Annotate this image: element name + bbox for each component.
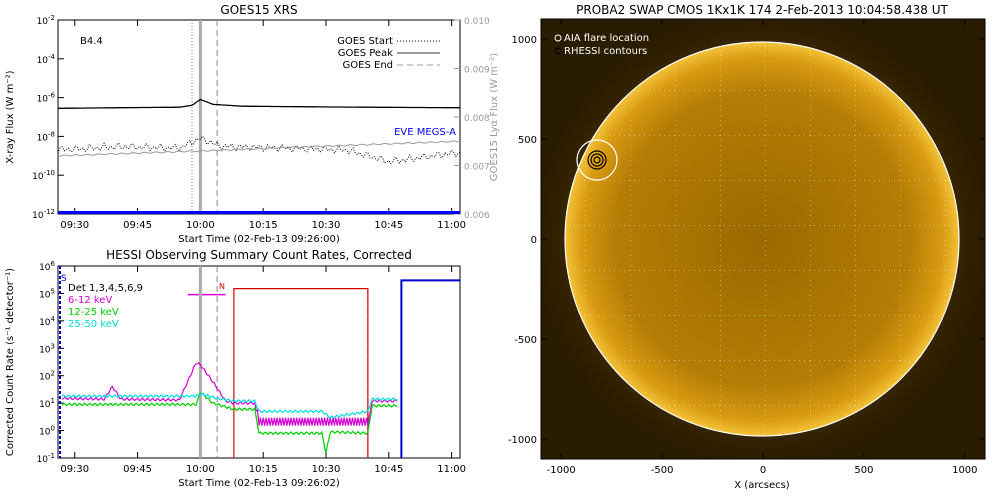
sun-y-tick-label: 500	[518, 135, 537, 146]
sun-title: PROBA2 SWAP CMOS 1Kx1K 174 2-Feb-2013 10…	[576, 3, 948, 17]
legend-6-12: 6-12 keV	[68, 295, 112, 306]
sun-legend: AIA flare location RHESSI contours	[554, 33, 649, 57]
goes-long-series	[58, 98, 460, 109]
goes-y-tick-label: 10-2	[37, 14, 55, 27]
hessi-x-tick-label: 10:45	[374, 464, 403, 475]
legend-goes-end: GOES End	[343, 60, 393, 71]
goes-legend: GOES Start GOES Peak GOES End EVE MEGS-A	[337, 36, 456, 138]
sun-axis-ticks: -1000 -500 0 500 1000 -1000 -500 0 500 1000	[508, 19, 985, 476]
goes-y-tick-label: 10-12	[32, 208, 55, 221]
hessi-y-tick-label: 103	[39, 342, 55, 355]
hessi-y-tick-label: 100	[39, 425, 55, 438]
goes-x-tick-label: 10:45	[374, 220, 403, 231]
hessi-frame	[57, 265, 461, 459]
goes-x-tick-label: 10:15	[249, 220, 278, 231]
legend-25-50: 25-50 keV	[68, 319, 119, 330]
hessi-x-tick-label: 10:00	[186, 464, 215, 475]
hessi-plot-area	[59, 266, 460, 458]
legend-12-25: 12-25 keV	[68, 307, 119, 318]
hessi-y-tick-label: 104	[39, 315, 55, 328]
legend-rhessi-marker	[554, 47, 562, 55]
goes-x-tick-label: 11:00	[437, 220, 466, 231]
lya-series	[58, 140, 460, 157]
goes-x-tick-label: 09:45	[123, 220, 152, 231]
hessi-x-tick-label: 09:30	[60, 464, 89, 475]
sun-xlabel: X (arcsecs)	[734, 480, 790, 491]
sun-panel: PROBA2 SWAP CMOS 1Kx1K 174 2-Feb-2013 10…	[508, 3, 986, 491]
hessi-6-12-series	[61, 362, 398, 427]
hessi-12-25-series	[61, 392, 398, 454]
saa-flag-s: S	[61, 274, 67, 284]
sun-x-tick-label: 500	[854, 465, 873, 476]
sun-y-tick-label: 0	[531, 235, 537, 246]
hessi-x-tick-label: 09:45	[123, 464, 152, 475]
hessi-y-tick-label: 10-1	[37, 452, 55, 465]
sun-x-tick-label: -1000	[547, 465, 576, 476]
goes-y-tick-label: 10-6	[37, 92, 56, 105]
goes-panel: GOES15 XRS B4.4 X-ray Flux (W m⁻²) GOES1…	[5, 3, 500, 245]
goes-frame	[57, 19, 461, 215]
legend-rhessi: RHESSI contours	[564, 46, 647, 57]
rhessi-contour-inner	[593, 156, 601, 164]
goes-y-right-tick-label: 0.009	[464, 66, 490, 76]
hessi-legend: Det 1,3,4,5,6,9 6-12 keV 12-25 keV 25-50…	[68, 283, 143, 330]
hessi-ylabel: Corrected Count Rate (s⁻¹ detector⁻¹)	[5, 268, 16, 456]
night-flag-n: N	[219, 282, 225, 291]
sun-x-tick-label: -500	[651, 465, 674, 476]
sun-y-tick-label: -1000	[508, 435, 537, 446]
sun-y-tick-label: -500	[514, 335, 537, 346]
goes-ylabel-right: GOES15 Lyα Flux (W m⁻²)	[489, 53, 500, 181]
goes-y-right-tick-label: 0.007	[464, 163, 490, 173]
aia-flare-circle	[576, 139, 618, 181]
solar-limb	[564, 41, 960, 437]
legend-det: Det 1,3,4,5,6,9	[68, 283, 143, 294]
goes-axis-ticks: 09:30 09:45 10:00 10:15 10:30 10:45 11:00 10-12…	[32, 14, 490, 231]
legend-goes-peak: GOES Peak	[338, 48, 393, 59]
hessi-title: HESSI Observing Summary Count Rates, Cor…	[106, 248, 412, 262]
hessi-axis-ticks: 09:30 09:45 10:00 10:15 10:30 10:45 11:00 10-1 1…	[37, 260, 466, 475]
hessi-x-tick-label: 10:15	[249, 464, 278, 475]
goes-title: GOES15 XRS	[220, 3, 297, 17]
goes-x-tick-label: 10:00	[186, 220, 215, 231]
goes-y-right-tick-label: 0.010	[464, 17, 490, 27]
hessi-25-50-series	[61, 392, 398, 419]
goes-y-tick-label: 10-8	[37, 130, 55, 143]
goes-y-right-tick-label: 0.006	[464, 211, 490, 221]
rhessi-contour-mid	[590, 153, 604, 167]
hessi-x-tick-label: 10:30	[312, 464, 341, 475]
sun-image	[541, 19, 985, 459]
goes-y-tick-label: 10-10	[32, 169, 55, 182]
goes-class-label: B4.4	[80, 36, 103, 47]
goes-y-right-tick-label: 0.008	[464, 114, 490, 124]
goes-xlabel: Start Time (02-Feb-13 09:26:00)	[178, 234, 340, 245]
night-interval	[400, 279, 460, 458]
hessi-panel: HESSI Observing Summary Count Rates, Cor…	[5, 248, 466, 489]
eve-label: EVE MEGS-A	[394, 127, 456, 138]
sun-x-tick-label: 1000	[952, 465, 977, 476]
hessi-y-tick-label: 106	[39, 260, 55, 273]
goes-x-tick-label: 09:30	[60, 220, 89, 231]
rhessi-contour-outer	[587, 150, 607, 170]
hessi-x-tick-label: 11:00	[437, 464, 466, 475]
goes-x-tick-label: 10:30	[312, 220, 341, 231]
sun-x-tick-label: 0	[760, 465, 766, 476]
goes-short-series	[58, 135, 460, 165]
legend-aia: AIA flare location	[564, 33, 649, 44]
goes-y-tick-label: 10-4	[37, 53, 56, 66]
goes-ylabel: X-ray Flux (W m⁻²)	[5, 70, 16, 163]
hessi-xlabel: Start Time (02-Feb-13 09:26:02)	[178, 478, 340, 489]
heliographic-grid	[565, 42, 959, 436]
sun-y-tick-label: 1000	[512, 35, 537, 46]
hessi-y-tick-label: 101	[39, 397, 55, 410]
hessi-y-tick-label: 105	[39, 287, 55, 300]
legend-aia-marker	[554, 34, 562, 42]
hessi-y-tick-label: 102	[39, 370, 55, 383]
goes-plot-area	[58, 20, 460, 214]
legend-goes-start: GOES Start	[337, 36, 393, 47]
